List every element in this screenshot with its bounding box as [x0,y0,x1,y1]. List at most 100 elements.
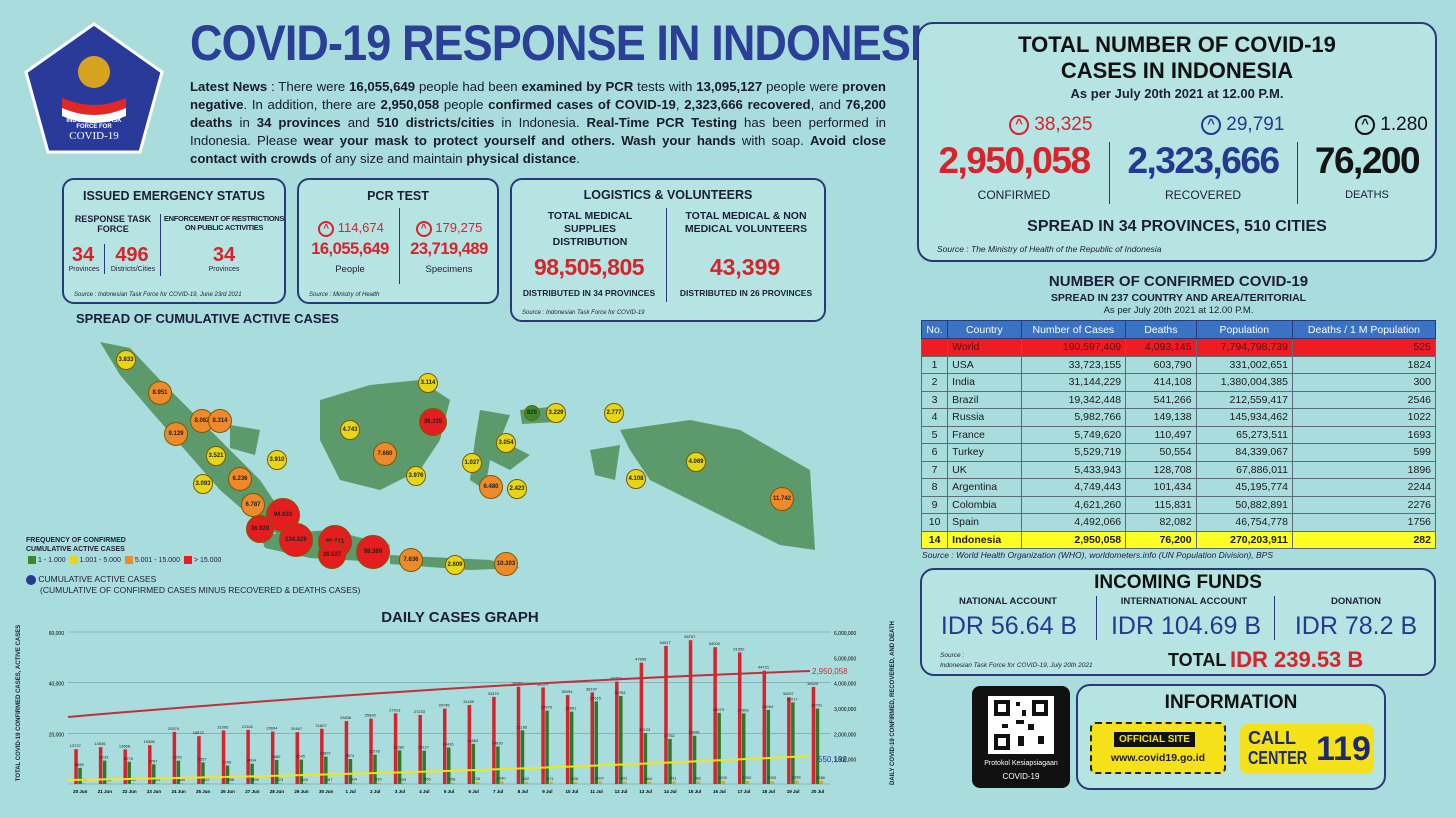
data-label: 51952 [733,646,745,651]
logo: INDONESIAN TASK FORCE FOR COVID-19 [22,20,166,156]
map-marker: 98.369 [356,535,390,569]
bar-death [672,781,676,784]
restriction-provinces-label: Provinces [208,266,240,273]
data-label: 355 [178,777,185,782]
table-cell: 46,754,778 [1195,513,1293,532]
bar-daily-confirmed [443,708,447,784]
recovered-total: 2,323,666 [1127,140,1280,181]
x-tick-label: 13 Jul [639,789,652,794]
logistics-source: Source : Indonesian Task Force for COVID… [522,310,645,316]
x-tick-label: 28 Jun [270,789,285,794]
table-cell: USA [947,355,1022,374]
table-cell: 282 [1291,530,1437,549]
bar-daily-confirmed [295,732,300,784]
data-label: 852 [522,776,529,781]
table-cell: 212,559,417 [1195,390,1293,409]
map-marker: 1.027 [462,453,482,473]
data-label: 19049 [688,730,700,735]
bar-recovered [447,747,451,784]
table-cell: 270,203,911 [1195,530,1293,549]
bar-death [745,781,750,784]
blue-dot-icon [26,574,36,585]
bar-daily-confirmed [516,686,521,784]
map-marker: 3.521 [206,446,226,466]
x-tick-label: 21 Jun [98,789,113,794]
table-cell: 3 [920,390,949,409]
table-cell [920,338,949,357]
legend-range-4: > 15.000 [193,557,222,564]
data-label: 38325 [807,681,819,686]
table-cell: 76,200 [1125,530,1197,549]
call-label-1: CALL [1248,728,1296,748]
data-label: 1205 [718,775,728,780]
logo-line1: INDONESIAN TASK [66,118,122,124]
funds-title: INCOMING FUNDS [1094,572,1262,593]
deaths-total: 76,200 [1314,140,1421,181]
map-marker: 4.743 [340,420,360,440]
table-cell: 4,749,443 [1020,478,1127,497]
bar-death [623,781,627,784]
bar-recovered [373,754,377,784]
table-cell: 2,950,058 [1020,530,1127,549]
bar-recovered [225,765,230,784]
emergency-status-card: ISSUED EMERGENCY STATUS RESPONSE TASK FO… [62,178,286,304]
table-cell: 331,002,651 [1195,355,1293,374]
bar-recovered [348,758,353,784]
data-label: 7787 [149,758,159,763]
x-tick-label: 20 Jun [73,789,88,794]
qr-card[interactable]: Protokol Kesiapsiagaan COVID-19 [972,686,1070,788]
latest-news: Latest News : There were 16,055,649 peop… [190,79,886,166]
official-site-button[interactable]: OFFICIAL SITE www.covid19.go.id [1090,722,1226,774]
map-marker: 6.787 [241,493,265,517]
pcr-people-label: People [335,264,365,275]
data-label: 27913 [389,707,401,712]
data-label: 11578 [369,749,381,754]
data-label: 27233 [414,709,426,714]
map-marker: 36.335 [419,408,447,436]
bar-death [549,781,553,784]
data-label: 20694 [266,726,278,731]
data-label: 6385 [75,762,85,767]
legend-orange-swatch [124,556,133,565]
call-center-button[interactable]: CALL CENTER 119 [1240,724,1374,774]
table-cell: 1756 [1291,513,1437,532]
bar-death [426,782,430,784]
table-header: Population [1195,320,1293,339]
map-marker: 3.976 [406,466,426,486]
total-title-2: CASES IN INDONESIA [1060,58,1294,83]
table-cell: 1693 [1291,425,1437,444]
pcr-specimens-increase: ^ 179,275 [401,220,497,237]
total-asof: As per July 20th 2021 at 12.00 P.M. [1070,86,1284,101]
countries-subtitle: SPREAD IN 237 COUNTRY AND AREA/TERITORIA… [1050,292,1307,304]
daily-cases-chart: 60,000 40,000 20,000 6,000,000 5,000,000 4,00… [49,631,857,794]
bar-death [131,783,135,784]
data-label: 29745 [438,703,450,708]
table-cell: 2 [920,373,949,392]
table-cell: 4,093,145 [1125,338,1197,357]
bar-recovered [324,756,328,784]
bar-death [401,782,406,784]
map-marker: 7.660 [373,442,397,466]
x-tick-label: 8 Jul [518,789,528,794]
map-marker: 10.303 [494,552,518,576]
enforcement-label: ENFORCEMENT OF RESTRICTIONS ON PUBLIC AC… [163,214,285,232]
table-cell: 1,380,004,385 [1195,373,1293,392]
table-cell: 1896 [1291,460,1437,479]
countries-title: NUMBER OF CONFIRMED COVID-19 [1048,273,1309,290]
countries-table: No. Country Number of Cases Deaths Populatio… [920,320,1437,549]
map-marker: 36.920 [246,515,274,543]
legend-range-2: 1.001 - 5.000 [79,557,121,564]
emergency-source: Source : Indonesian Task Force for COVID… [74,292,242,298]
bar-recovered [643,733,648,784]
information-title: INFORMATION [1164,692,1298,713]
volunteers-count: 43,399 [709,254,781,280]
response-task-force-label: RESPONSE TASK FORCE [74,214,152,234]
table-row: 14 Indonesia 2,950,058 76,200 270,203,911 282 [920,530,1437,549]
table-row: 5 France 5,749,620 110,497 65,273,511 1693 [920,425,1437,444]
funds-total-value: IDR 239.53 B [1230,647,1364,672]
table-cell: 525 [1291,338,1437,357]
pcr-people-count: 16,055,649 [311,240,389,258]
national-label: NATIONAL ACCOUNT [959,596,1057,607]
x-tick-label: 9 Jul [542,789,552,794]
table-cell: 9 [920,495,949,514]
